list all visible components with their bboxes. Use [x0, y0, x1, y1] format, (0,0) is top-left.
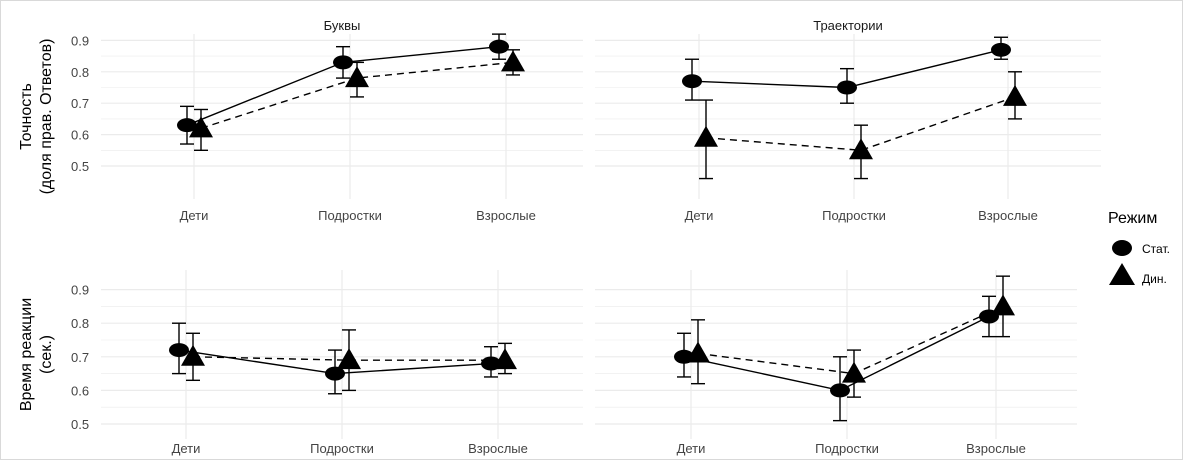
panel-title: Траектории — [813, 18, 883, 33]
data-point-triangle — [493, 348, 517, 370]
data-point-circle — [682, 74, 702, 89]
data-point-triangle — [501, 50, 525, 72]
y-tick-label: 0.6 — [71, 128, 89, 143]
x-tick-label: Дети — [685, 208, 714, 223]
y-axis-label: Точность — [18, 83, 35, 150]
data-point-circle — [169, 343, 189, 358]
legend-label: Дин. — [1142, 272, 1167, 286]
y-tick-label: 0.8 — [71, 65, 89, 80]
x-tick-label: Взрослые — [978, 208, 1038, 223]
x-tick-label: Взрослые — [966, 441, 1026, 456]
data-point-circle — [489, 39, 509, 54]
series-line-din — [200, 61, 514, 129]
data-point-circle — [333, 55, 353, 70]
data-point-circle — [837, 80, 857, 95]
x-tick-label: Взрослые — [468, 441, 528, 456]
data-point-triangle — [337, 348, 361, 370]
legend-key-triangle — [1109, 263, 1135, 285]
y-tick-label: 0.8 — [71, 316, 89, 331]
data-point-triangle — [345, 66, 369, 88]
legend-title: Режим — [1108, 210, 1157, 227]
y-tick-label: 0.5 — [71, 159, 89, 174]
panel-3: 0.5 0.6 0.7 0.8 0.9 Дети Подростки Взрослые Врем… — [18, 270, 583, 456]
x-tick-label: Подростки — [815, 441, 879, 456]
x-tick-label: Дети — [180, 208, 209, 223]
data-point-circle — [830, 383, 850, 398]
x-tick-label: Дети — [172, 441, 201, 456]
data-point-triangle — [991, 294, 1015, 316]
series-line-stat — [683, 315, 990, 392]
data-point-triangle — [842, 361, 866, 383]
y-axis-label: (сек.) — [38, 335, 55, 374]
series-line-din — [705, 96, 1016, 152]
panel-4: Дети Подростки Взрослые — [595, 270, 1077, 456]
data-point-triangle — [694, 125, 718, 147]
x-tick-label: Взрослые — [476, 208, 536, 223]
data-point-circle — [991, 42, 1011, 57]
y-tick-label: 0.9 — [71, 283, 89, 298]
data-point-triangle — [849, 138, 873, 160]
y-tick-label: 0.9 — [71, 33, 89, 48]
x-tick-label: Подростки — [310, 441, 374, 456]
data-point-circle — [325, 366, 345, 381]
y-axis-label: (доля прав. Ответов) — [38, 39, 55, 195]
y-tick-label: 0.7 — [71, 350, 89, 365]
panel-title: Буквы — [324, 18, 361, 33]
data-point-circle — [177, 118, 197, 133]
y-axis-label: Время реакции — [18, 298, 35, 411]
legend-key-circle — [1112, 240, 1132, 256]
panel-2: Траектории Дети Подростки Взрослые — [595, 18, 1101, 223]
y-tick-label: 0.7 — [71, 96, 89, 111]
x-tick-label: Подростки — [318, 208, 382, 223]
legend: Режим Стат. Дин. — [1108, 210, 1170, 286]
data-point-triangle — [1003, 84, 1027, 106]
y-tick-label: 0.5 — [71, 417, 89, 432]
data-point-triangle — [181, 344, 205, 366]
y-tick-label: 0.6 — [71, 383, 89, 398]
data-point-triangle — [686, 341, 710, 363]
data-point-triangle — [189, 116, 213, 138]
x-tick-label: Подростки — [822, 208, 886, 223]
legend-label: Стат. — [1142, 242, 1170, 256]
x-tick-label: Дети — [677, 441, 706, 456]
panel-1: Буквы 0.5 0.6 0.7 0.8 0.9 Дети Подростки Взрослы… — [18, 18, 583, 223]
